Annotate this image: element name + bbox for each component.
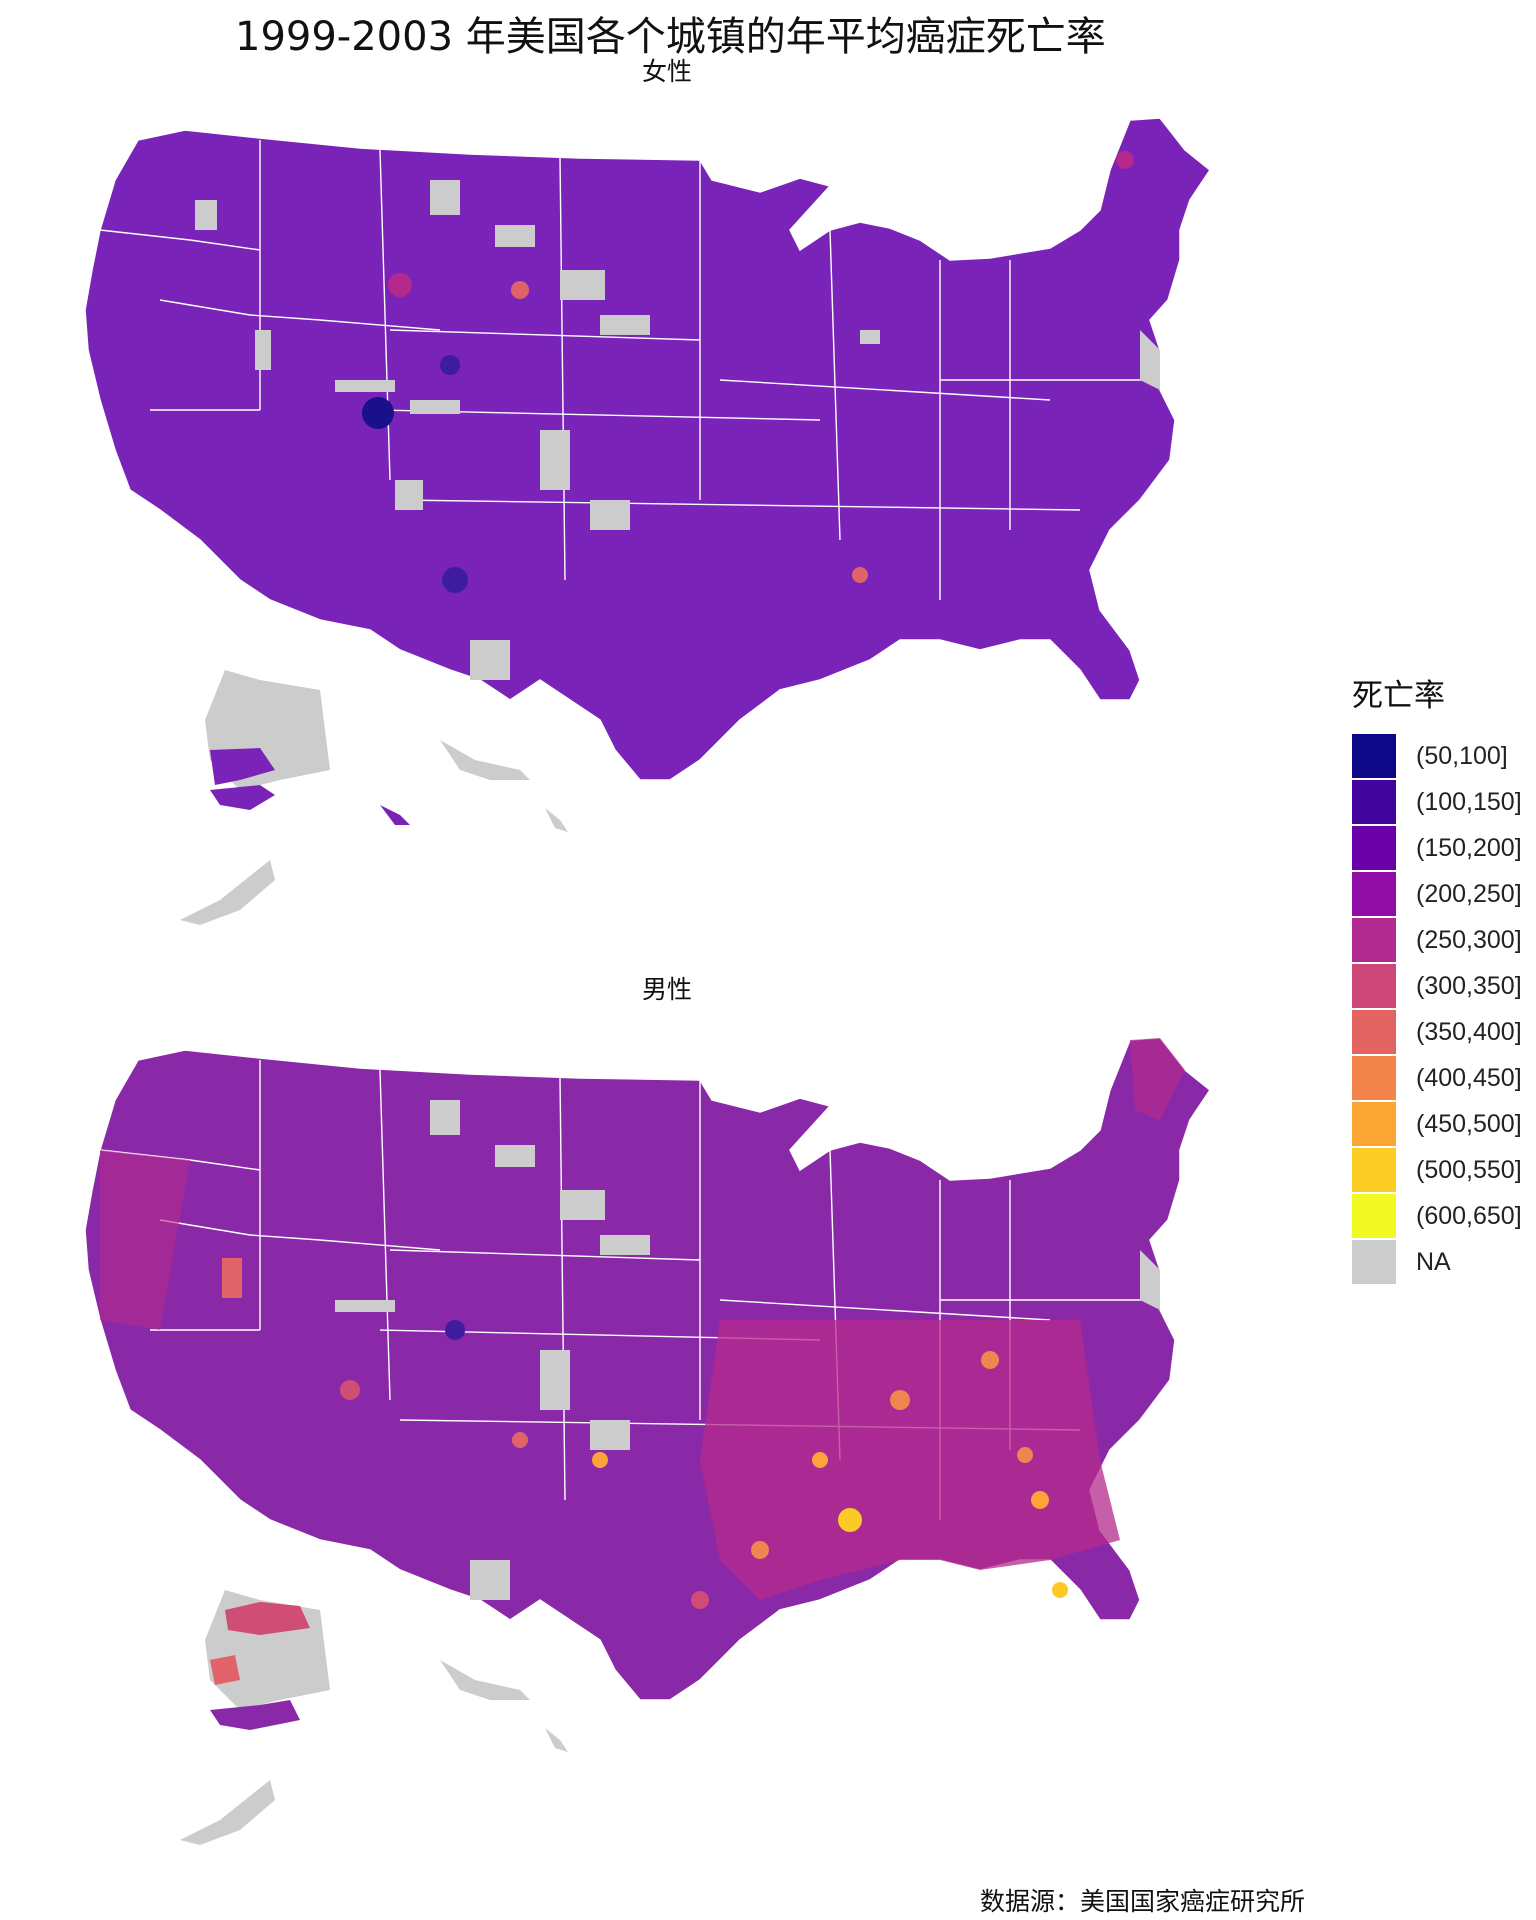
hotspots xyxy=(362,151,1134,593)
legend-swatch xyxy=(1352,1194,1396,1238)
legend-swatch xyxy=(1352,780,1396,824)
hotspots xyxy=(222,1258,1068,1609)
legend: 死亡率 (50,100] (100,150] (150,200] (200,250](… xyxy=(1352,670,1522,1285)
legend-label: (200,250] xyxy=(1416,879,1522,908)
legend-swatch xyxy=(1352,1010,1396,1054)
legend-label: (600,650] xyxy=(1416,1201,1522,1230)
usa-map xyxy=(84,117,1212,925)
data-source-caption: 数据源：美国国家癌症研究所 xyxy=(980,1887,1306,1916)
panel-title-male: 男性 xyxy=(642,975,693,1004)
legend-item: (150,200] xyxy=(1352,825,1522,871)
legend-items: (50,100] (100,150] (150,200] (200,250] (250,… xyxy=(1352,733,1522,1285)
legend-item: (300,350] xyxy=(1352,963,1522,1009)
legend-swatch xyxy=(1352,1102,1396,1146)
legend-item: (400,450] xyxy=(1352,1055,1522,1101)
legend-item: (350,400] xyxy=(1352,1009,1522,1055)
alaska-hawaii xyxy=(180,748,410,925)
legend-swatch xyxy=(1352,1240,1396,1284)
legend-item: (200,250] xyxy=(1352,871,1522,917)
legend-item: (100,150] xyxy=(1352,779,1522,825)
legend-label: (500,550] xyxy=(1416,1155,1522,1184)
legend-label: (300,350] xyxy=(1416,971,1522,1000)
legend-label: (150,200] xyxy=(1416,833,1522,862)
alaska-hawaii xyxy=(180,1602,310,1845)
legend-label: NA xyxy=(1416,1247,1451,1276)
chart-title: 1999-2003 年美国各个城镇的年平均癌症死亡率 xyxy=(235,14,1106,60)
contiguous-us-shape xyxy=(84,117,1212,781)
legend-item: (250,300] xyxy=(1352,917,1522,963)
legend-swatch xyxy=(1352,1056,1396,1100)
legend-item: (500,550] xyxy=(1352,1147,1522,1193)
legend-swatch xyxy=(1352,734,1396,778)
legend-item: (600,650] xyxy=(1352,1193,1522,1239)
legend-swatch xyxy=(1352,826,1396,870)
legend-title: 死亡率 xyxy=(1352,678,1445,714)
legend-swatch xyxy=(1352,964,1396,1008)
legend-item: NA xyxy=(1352,1239,1522,1285)
legend-swatch xyxy=(1352,872,1396,916)
regional-shading xyxy=(100,1038,1185,1600)
legend-item: (450,500] xyxy=(1352,1101,1522,1147)
legend-label: (450,500] xyxy=(1416,1109,1522,1138)
legend-swatch xyxy=(1352,918,1396,962)
map-female xyxy=(84,117,1212,925)
legend-label: (100,150] xyxy=(1416,787,1522,816)
usa-map xyxy=(84,1037,1212,1845)
panel-title-female: 女性 xyxy=(642,57,693,86)
legend-swatch xyxy=(1352,1148,1396,1192)
legend-label: (50,100] xyxy=(1416,741,1508,770)
map-male xyxy=(84,1037,1212,1845)
legend-label: (250,300] xyxy=(1416,925,1522,954)
legend-label: (400,450] xyxy=(1416,1063,1522,1092)
legend-label: (350,400] xyxy=(1416,1017,1522,1046)
legend-item: (50,100] xyxy=(1352,733,1522,779)
